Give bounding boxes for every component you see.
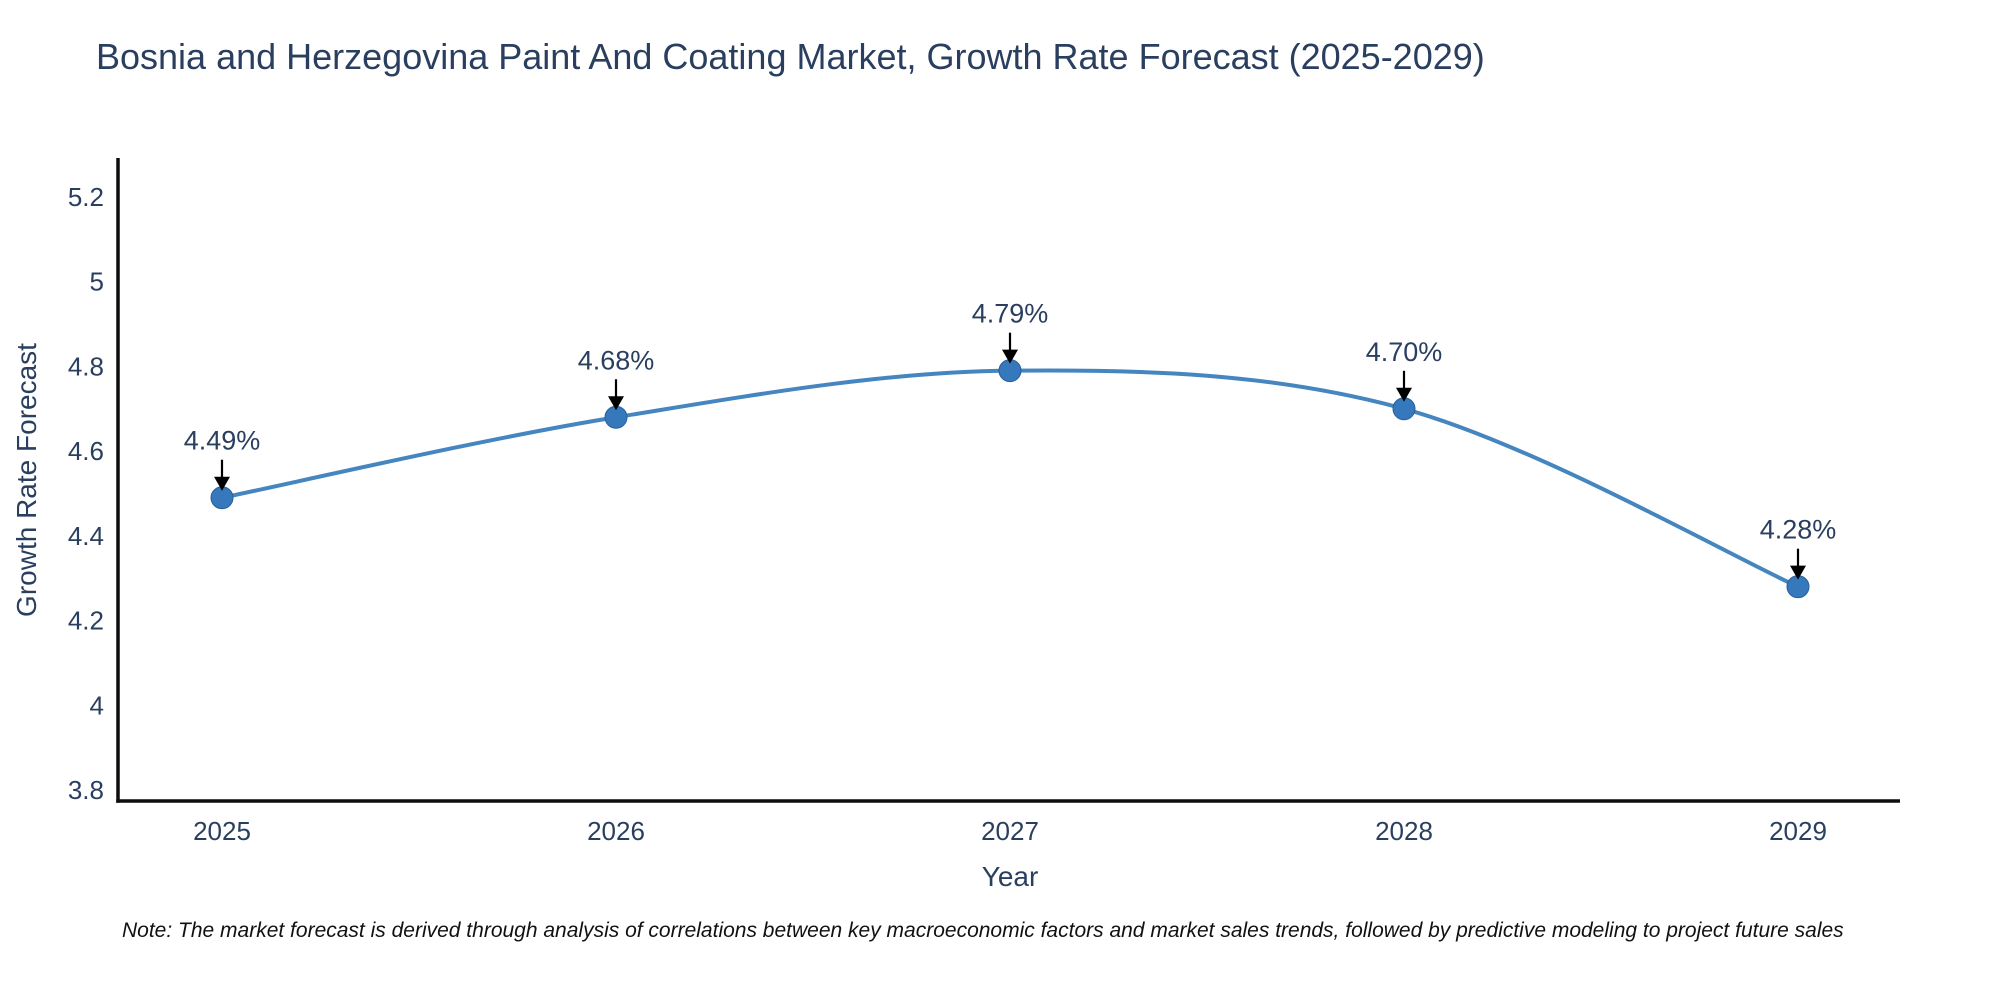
annotation-label-2029: 4.28% bbox=[1760, 515, 1837, 545]
annotation-label-2027: 4.79% bbox=[972, 299, 1049, 329]
footnote: Note: The market forecast is derived thr… bbox=[122, 919, 1844, 942]
y-tick-label-4.8: 4.8 bbox=[68, 351, 104, 381]
y-tick-label-4.6: 4.6 bbox=[68, 436, 104, 466]
x-tick-label-2027: 2027 bbox=[981, 816, 1039, 846]
annotation-arrowhead-2029 bbox=[1790, 565, 1806, 580]
y-tick-label-5.2: 5.2 bbox=[68, 182, 104, 212]
y-tick-label-4.4: 4.4 bbox=[68, 521, 104, 551]
x-tick-label-2025: 2025 bbox=[193, 816, 251, 846]
x-tick-label-2028: 2028 bbox=[1375, 816, 1433, 846]
y-tick-label-5: 5 bbox=[90, 267, 104, 297]
x-tick-label-2029: 2029 bbox=[1769, 816, 1827, 846]
y-tick-label-4.2: 4.2 bbox=[68, 606, 104, 636]
annotation-label-2028: 4.70% bbox=[1366, 337, 1443, 367]
annotation-arrowhead-2027 bbox=[1002, 349, 1018, 364]
annotation-label-2026: 4.68% bbox=[578, 345, 655, 375]
chart-title: Bosnia and Herzegovina Paint And Coating… bbox=[96, 36, 1485, 77]
x-axis-title: Year bbox=[981, 861, 1039, 892]
annotation-arrowhead-2025 bbox=[214, 476, 230, 491]
annotation-arrowhead-2026 bbox=[608, 396, 624, 411]
y-tick-label-4: 4 bbox=[90, 690, 104, 720]
annotation-arrowhead-2028 bbox=[1396, 387, 1412, 402]
y-tick-label-3.8: 3.8 bbox=[68, 775, 104, 805]
x-tick-label-2026: 2026 bbox=[587, 816, 645, 846]
annotation-label-2025: 4.49% bbox=[184, 426, 261, 456]
y-axis-title: Growth Rate Forecast bbox=[11, 343, 42, 617]
forecast-line bbox=[220, 368, 1800, 589]
